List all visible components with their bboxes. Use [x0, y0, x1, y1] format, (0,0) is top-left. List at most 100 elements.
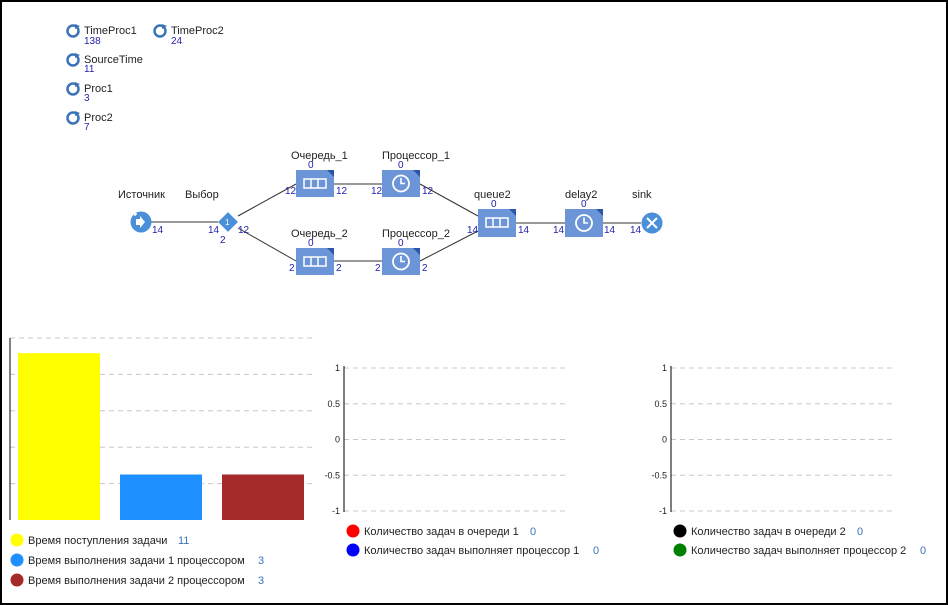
port-count: 14: [152, 225, 164, 236]
legend-swatch: [10, 553, 24, 567]
sink-icon: [641, 212, 663, 234]
y-tick-label: 0.5: [654, 399, 667, 409]
line-chart-1: 1 0.5 0 -0.5 -1 Количество задач в очереди 1…: [324, 363, 599, 557]
block-count: 0: [308, 238, 314, 249]
legend-swatch: [10, 533, 24, 547]
queue-icon: [478, 209, 516, 237]
y-tick-labels: 1 0.5 0 -0.5 -1: [651, 363, 667, 516]
port-count: 14: [630, 225, 642, 236]
stat-name: Proc2: [84, 112, 113, 124]
stat-timeproc1[interactable]: TimeProc1 138: [66, 24, 137, 47]
y-tick-label: -0.5: [324, 470, 340, 480]
legend-label: Время выполнения задачи 2 процессором: [28, 575, 245, 587]
svg-text:1: 1: [225, 218, 230, 227]
block-queue-1[interactable]: Очередь_1 0 12 12: [285, 150, 348, 197]
bar: [18, 353, 100, 520]
legend-label: Время поступления задачи: [28, 535, 167, 547]
block-delay2[interactable]: delay2 0 14 14: [553, 189, 616, 237]
statistics-icon: [66, 24, 80, 38]
legend-value: 0: [593, 545, 599, 557]
port-count: 14: [518, 225, 530, 236]
legend-label: Количество задач в очереди 2: [691, 526, 846, 538]
legend-value: 0: [857, 526, 863, 538]
y-tick-label: 0.5: [327, 399, 340, 409]
y-tick-label: -1: [332, 506, 340, 516]
port-count: 2: [375, 263, 381, 274]
statistics-icon: [66, 53, 80, 67]
legend-value: 3: [258, 575, 264, 587]
line-chart-2: 1 0.5 0 -0.5 -1 Количество задач в очереди 2…: [651, 363, 926, 557]
port-count: 14: [467, 225, 479, 236]
block-processor-1[interactable]: Процессор_1 0 12 12: [371, 150, 450, 197]
clock-icon: [382, 170, 420, 197]
legend-swatch: [346, 524, 360, 538]
clock-icon: [565, 209, 603, 237]
legend-item: Время выполнения задачи 1 процессором 3: [10, 553, 264, 567]
stat-name: TimeProc2: [171, 25, 224, 37]
connectors: [151, 183, 641, 262]
block-processor-2[interactable]: Процессор_2 0 2 2: [375, 228, 450, 275]
chart-legend: Количество задач в очереди 1 0 Количеств…: [346, 524, 599, 557]
stat-timeproc2[interactable]: TimeProc2 24: [153, 24, 224, 47]
clock-icon: [382, 248, 420, 275]
stat-proc1[interactable]: Proc1 3: [66, 82, 113, 104]
queue-icon: [296, 248, 334, 275]
bar-marks: [18, 353, 304, 520]
legend-item: Количество задач выполняет процессор 2 0: [673, 543, 926, 557]
block-label: sink: [632, 189, 652, 201]
legend-label: Количество задач в очереди 1: [364, 526, 519, 538]
legend-label: Количество задач выполняет процессор 1: [364, 545, 579, 557]
connector: [419, 230, 479, 262]
block-count: 0: [398, 160, 404, 171]
y-tick-label: 0: [662, 435, 667, 445]
block-label: Очередь_1: [291, 150, 348, 162]
block-count: 0: [581, 199, 587, 210]
select-output-icon: 1: [218, 212, 238, 232]
block-sink[interactable]: sink 14: [630, 189, 663, 236]
bar-chart: Время поступления задачи 11 Время выполн…: [9, 337, 314, 587]
stat-value: 11: [84, 64, 95, 75]
bar: [120, 474, 202, 520]
stat-proc2[interactable]: Proc2 7: [66, 111, 113, 133]
legend-label: Время выполнения задачи 1 процессором: [28, 555, 245, 567]
block-label: Процессор_2: [382, 228, 450, 240]
stat-sourcetime[interactable]: SourceTime 11: [66, 53, 143, 75]
port-count: 14: [553, 225, 565, 236]
port-count: 14: [604, 225, 616, 236]
y-tick-label: 1: [662, 363, 667, 373]
stat-name: Proc1: [84, 83, 113, 95]
block-select[interactable]: Выбор 1 14 12 2: [185, 189, 250, 246]
port-count: 12: [336, 186, 348, 197]
port-count: 2: [220, 235, 226, 246]
block-count: 0: [491, 199, 497, 210]
legend-value: 0: [530, 526, 536, 538]
chart-legend: Время поступления задачи 11 Время выполн…: [10, 533, 264, 587]
legend-item: Количество задач выполняет процессор 1 0: [346, 543, 599, 557]
block-queue2[interactable]: queue2 0 14 14: [467, 189, 530, 237]
block-queue-2[interactable]: Очередь_2 0 2 2: [289, 228, 348, 275]
y-tick-label: -0.5: [651, 470, 667, 480]
legend-value: 0: [920, 545, 926, 557]
queue-icon: [296, 170, 334, 197]
legend-item: Время поступления задачи 11: [10, 533, 189, 547]
port-count: 12: [285, 186, 297, 197]
connector: [237, 183, 297, 217]
legend-value: 11: [178, 535, 189, 547]
bar: [222, 474, 304, 520]
stat-value: 138: [84, 36, 101, 47]
y-tick-label: 0: [335, 435, 340, 445]
port-count: 12: [371, 186, 383, 197]
legend-label: Количество задач выполняет процессор 2: [691, 545, 906, 557]
stat-value: 3: [84, 93, 90, 104]
legend-swatch: [346, 543, 360, 557]
block-count: 0: [308, 160, 314, 171]
y-tick-labels: 1 0.5 0 -0.5 -1: [324, 363, 340, 516]
legend-swatch: [10, 573, 24, 587]
stat-value: 24: [171, 36, 183, 47]
chart-grid: [671, 367, 893, 512]
block-label: Источник: [118, 189, 165, 201]
chart-grid: [344, 367, 566, 512]
block-source[interactable]: Источник 14: [118, 189, 165, 236]
